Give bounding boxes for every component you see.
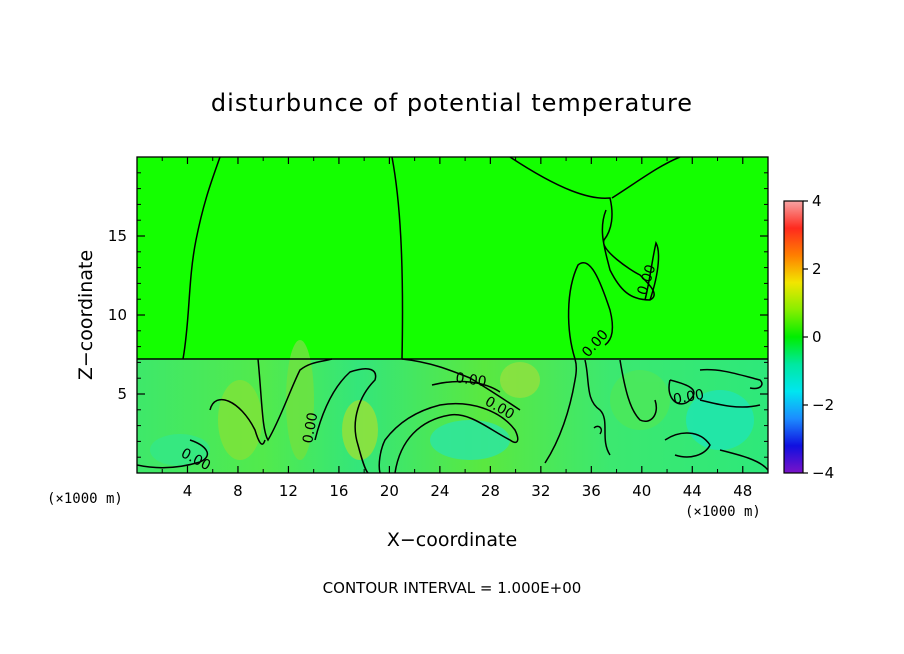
field-patches — [150, 340, 754, 466]
y-tick-label: 15 — [108, 227, 127, 245]
colorbar-tick-label: −4 — [812, 464, 834, 482]
contour-low-16 — [593, 425, 603, 435]
contour-low-13 — [699, 399, 761, 408]
contour-lines — [137, 157, 768, 473]
contour-low-4 — [314, 368, 377, 473]
y-tick-label: 5 — [117, 385, 127, 403]
colorbar-ticks: 4 2 0 −2 −4 — [803, 192, 834, 482]
x-tick-label: 40 — [632, 482, 651, 500]
x-unit-left: (×1000 m) — [47, 491, 123, 507]
x-tick-label: 12 — [279, 482, 298, 500]
x-tick-label: 16 — [329, 482, 348, 500]
x-tick-label: 36 — [582, 482, 601, 500]
contour-low-12 — [699, 368, 763, 390]
contour-low-3 — [257, 358, 333, 442]
contour-loop-mid — [567, 262, 614, 360]
y-axis: 5 10 15 — [108, 172, 768, 458]
contour-low-10 — [619, 359, 657, 422]
contour-low-14 — [664, 432, 711, 458]
y-tick-label: 10 — [108, 306, 127, 324]
colorbar-tick-label: −2 — [812, 396, 834, 414]
contour-upper-right-b — [611, 157, 681, 199]
contour-label: 0.00 — [300, 411, 321, 444]
contour-label: 0.00 — [454, 370, 487, 390]
colorbar-tick-label: 0 — [812, 328, 822, 346]
contour-low-2 — [209, 399, 266, 445]
x-tick-label: 44 — [683, 482, 702, 500]
x-tick-label: 32 — [531, 482, 550, 500]
contour-low-5 — [378, 403, 519, 473]
contour-low-11 — [668, 379, 695, 405]
contour-tower-left — [182, 157, 221, 360]
x-tick-label: 4 — [183, 482, 193, 500]
contour-low-15 — [719, 449, 768, 471]
x-axis-title: X−coordinate — [387, 529, 517, 551]
y-axis-title: Z−coordinate — [75, 250, 97, 380]
contour-upper-right — [509, 157, 655, 301]
colorbar-gradient — [783, 200, 804, 474]
x-axis: 4 8 12 16 20 24 28 32 36 40 44 48 — [161, 157, 752, 500]
x-tick-label: 20 — [380, 482, 399, 500]
x-tick-label: 28 — [481, 482, 500, 500]
chart-title: disturbunce of potential temperature — [211, 89, 693, 117]
x-tick-label: 8 — [233, 482, 243, 500]
x-tick-label: 24 — [430, 482, 449, 500]
contour-low-1 — [137, 439, 209, 469]
contour-low-6 — [401, 358, 521, 411]
colorbar-tick-label: 2 — [812, 260, 822, 278]
x-tick-label: 48 — [733, 482, 752, 500]
field-plot — [137, 157, 768, 473]
contour-interval-note: CONTOUR INTERVAL = 1.000E+00 — [323, 579, 582, 597]
colorbar: 4 2 0 −2 −4 — [783, 192, 834, 482]
contour-low-9 — [584, 359, 611, 456]
contour-loop-40 — [644, 240, 660, 301]
contour-low-8 — [544, 358, 578, 464]
x-unit-right: (×1000 m) — [685, 504, 761, 520]
contour-tower-right — [391, 157, 404, 360]
contour-label: 0.00 — [672, 387, 705, 408]
contour-low-7 — [431, 380, 501, 393]
colorbar-tick-label: 4 — [812, 192, 822, 210]
